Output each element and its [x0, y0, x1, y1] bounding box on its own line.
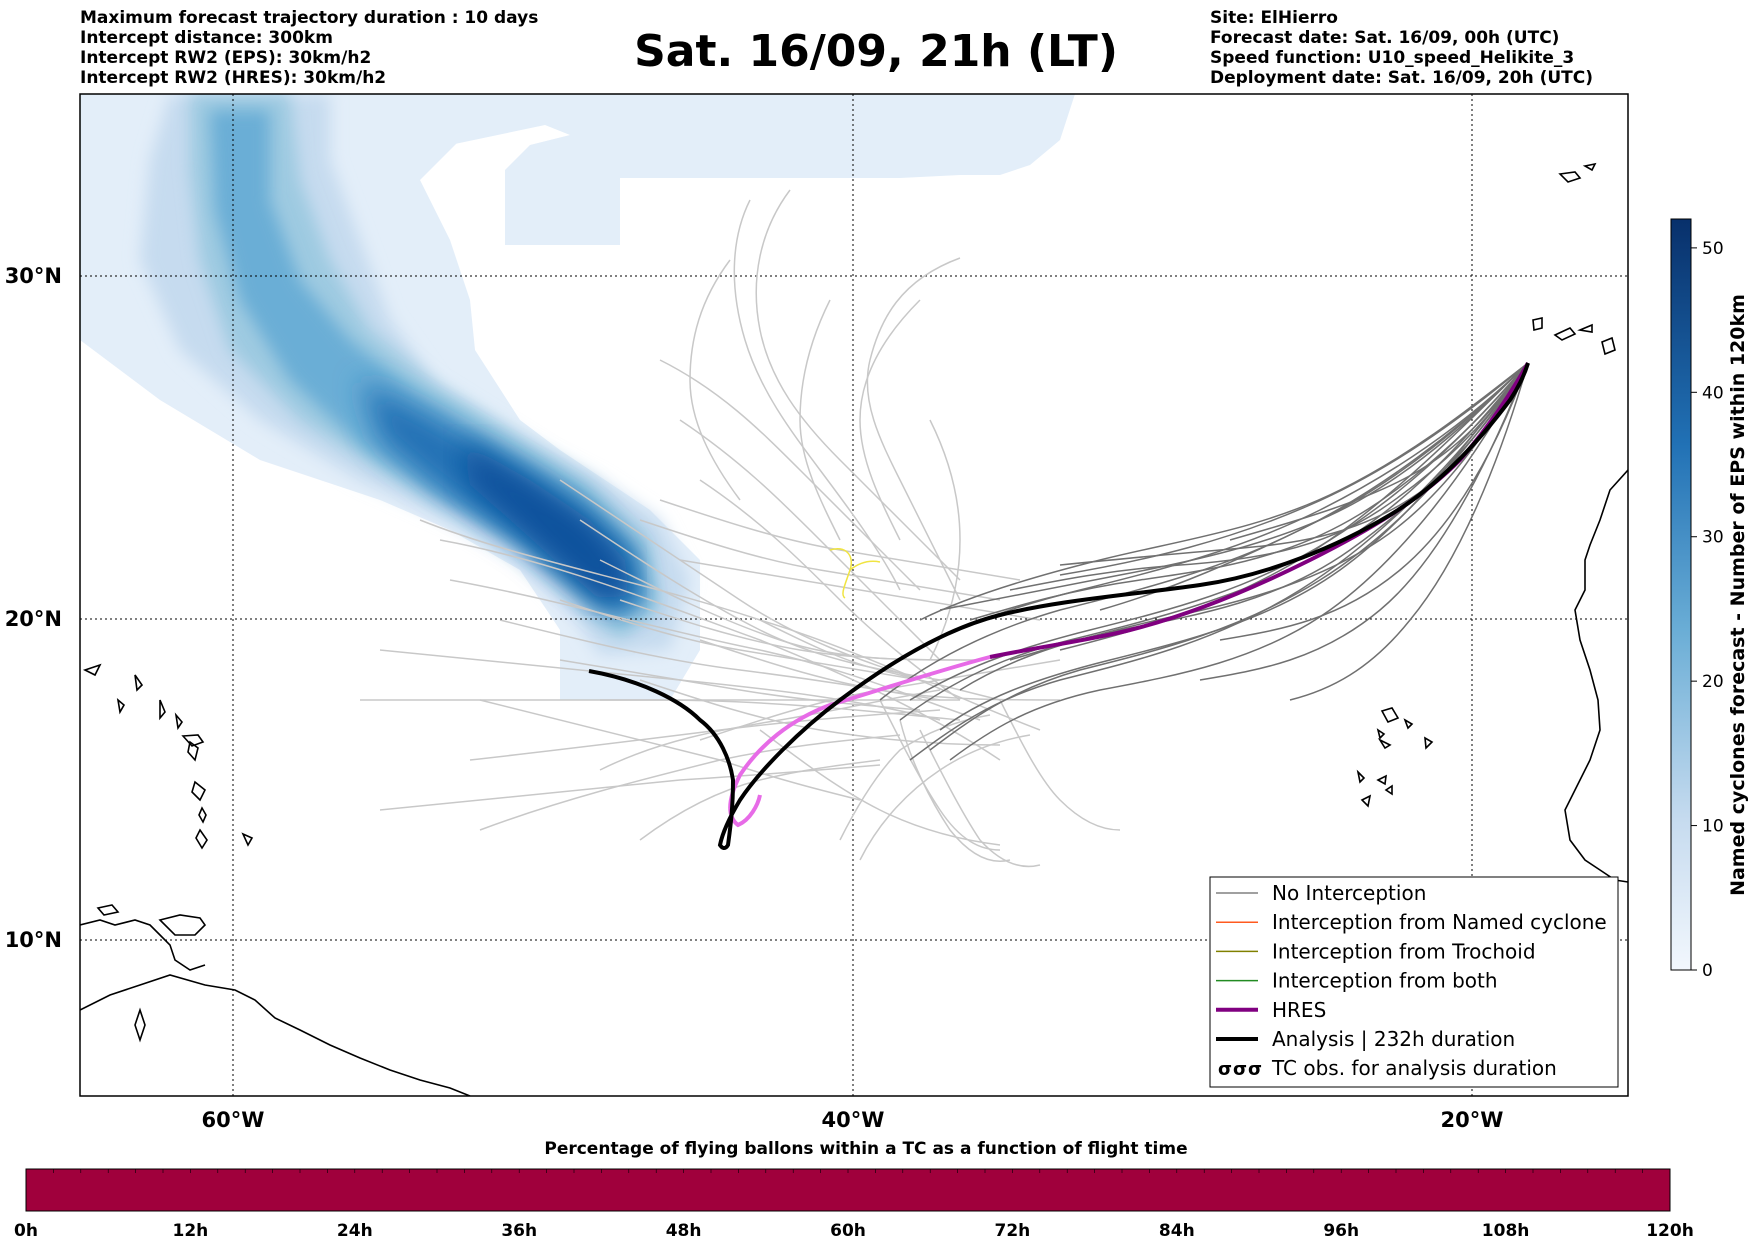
colorbar-tick: 30 [1691, 528, 1724, 548]
flight-time-tick-label: 108h [1482, 1221, 1530, 1241]
header-left-line: Intercept distance: 300km [80, 28, 333, 48]
legend-item: Interception from both [1216, 969, 1498, 993]
flight-time-tick-label: 48h [666, 1221, 702, 1241]
colorbar-tick-label: 40 [1702, 383, 1724, 403]
colorbar-tick-label: 30 [1702, 528, 1724, 548]
legend-label: Interception from Trochoid [1272, 939, 1536, 963]
lon-label: 60°W [202, 1108, 265, 1132]
legend-label: Analysis | 232h duration [1272, 1027, 1515, 1051]
colorbar-tick: 20 [1691, 672, 1724, 692]
header-left-line: Intercept RW2 (HRES): 30km/h2 [80, 68, 387, 88]
flight-time-tick-label: 120h [1646, 1221, 1694, 1241]
flight-time-tick: 72h [995, 1221, 1031, 1241]
flight-time-tick: 60h [830, 1221, 866, 1241]
flight-time-tick: 36h [501, 1221, 537, 1241]
flight-time-tick-label: 12h [173, 1221, 209, 1241]
map-title: Sat. 16/09, 21h (LT) [634, 26, 1118, 77]
header-right-line: Deployment date: Sat. 16/09, 20h (UTC) [1210, 68, 1594, 88]
flight-time-tick: 120h [1646, 1221, 1694, 1241]
yellow-track [829, 548, 881, 599]
legend-item: σ σ σ TC obs. for analysis duration [1218, 1056, 1557, 1080]
cyclone-symbol-icon: σ [1233, 1059, 1247, 1080]
flight-time-tick: 108h [1482, 1221, 1530, 1241]
map-area [80, 94, 1628, 1096]
flight-time-bar-title: Percentage of flying ballons within a TC… [544, 1139, 1187, 1159]
colorbar: 0 10 20 30 40 50 Named cyclones forecast - Nu… [1670, 218, 1749, 981]
flight-time-tick: 12h [173, 1221, 209, 1241]
colorbar-label: Named cyclones forecast - Number of EPS … [1727, 294, 1749, 896]
legend-label: Interception from Named cyclone [1272, 910, 1607, 934]
legend-label: TC obs. for analysis duration [1271, 1056, 1557, 1080]
lon-label: 20°W [1441, 1108, 1504, 1132]
cyclone-symbol-icon: σ [1248, 1059, 1262, 1080]
flight-time-tick: 48h [666, 1221, 702, 1241]
lat-label: 20°N [5, 607, 62, 631]
coastlines [80, 162, 1628, 1096]
analysis-track [588, 362, 1530, 850]
colorbar-tick-label: 10 [1702, 817, 1724, 837]
flight-time-tick-label: 60h [830, 1221, 866, 1241]
legend-item: Interception from Named cyclone [1216, 910, 1607, 934]
flight-time-tick-label: 96h [1323, 1221, 1359, 1241]
header-left-line: Maximum forecast trajectory duration : 1… [80, 8, 539, 28]
colorbar-tick: 10 [1691, 817, 1724, 837]
header-right-line: Site: ElHierro [1210, 8, 1338, 28]
cyclone-density-field [80, 94, 1075, 700]
colorbar-tick: 0 [1691, 961, 1713, 981]
colorbar-tick: 50 [1691, 239, 1724, 259]
colorbar-tick: 40 [1691, 383, 1724, 403]
flight-time-tick: 96h [1323, 1221, 1359, 1241]
colorbar-tick-label: 50 [1702, 239, 1724, 259]
legend-label: HRES [1272, 998, 1326, 1022]
legend [1209, 876, 1619, 1088]
legend-item: Interception from Trochoid [1216, 939, 1536, 963]
legend-item: Analysis | 232h duration [1216, 1027, 1515, 1051]
lon-label: 40°W [822, 1108, 885, 1132]
flight-time-tick: 0h [14, 1221, 38, 1241]
flight-time-tick-label: 36h [501, 1221, 537, 1241]
legend-item: HRES [1216, 998, 1326, 1022]
lat-label: 30°N [5, 264, 62, 288]
map-border [79, 93, 1629, 1097]
flight-time-tick: 84h [1159, 1221, 1195, 1241]
flight-time-tick: 24h [337, 1221, 373, 1241]
legend-items: No Interception Interception from Named c… [1216, 881, 1607, 1080]
header-right-line: Speed function: U10_speed_Helikite_3 [1210, 48, 1575, 68]
colorbar-tick-label: 20 [1702, 672, 1724, 692]
cyclone-symbol-icon: σ [1218, 1059, 1232, 1080]
flight-time-tick-label: 0h [14, 1221, 38, 1241]
header-right-line: Forecast date: Sat. 16/09, 00h (UTC) [1210, 28, 1560, 48]
flight-time-tick-label: 24h [337, 1221, 373, 1241]
flight-time-tick-label: 84h [1159, 1221, 1195, 1241]
flight-time-bar: Percentage of flying ballons within a TC… [14, 1139, 1694, 1241]
legend-label: No Interception [1272, 881, 1426, 905]
legend-item: No Interception [1216, 881, 1426, 905]
header-left: Maximum forecast trajectory duration : 1… [80, 8, 538, 88]
header-left-line: Intercept RW2 (EPS): 30km/h2 [80, 48, 372, 68]
colorbar-tick-label: 0 [1702, 961, 1713, 981]
hres-track-early [728, 655, 991, 828]
header-right: Site: ElHierro Forecast date: Sat. 16/09… [1210, 8, 1593, 88]
lat-label: 10°N [5, 928, 62, 952]
flight-time-tick-label: 72h [995, 1221, 1031, 1241]
legend-label: Interception from both [1272, 969, 1498, 993]
